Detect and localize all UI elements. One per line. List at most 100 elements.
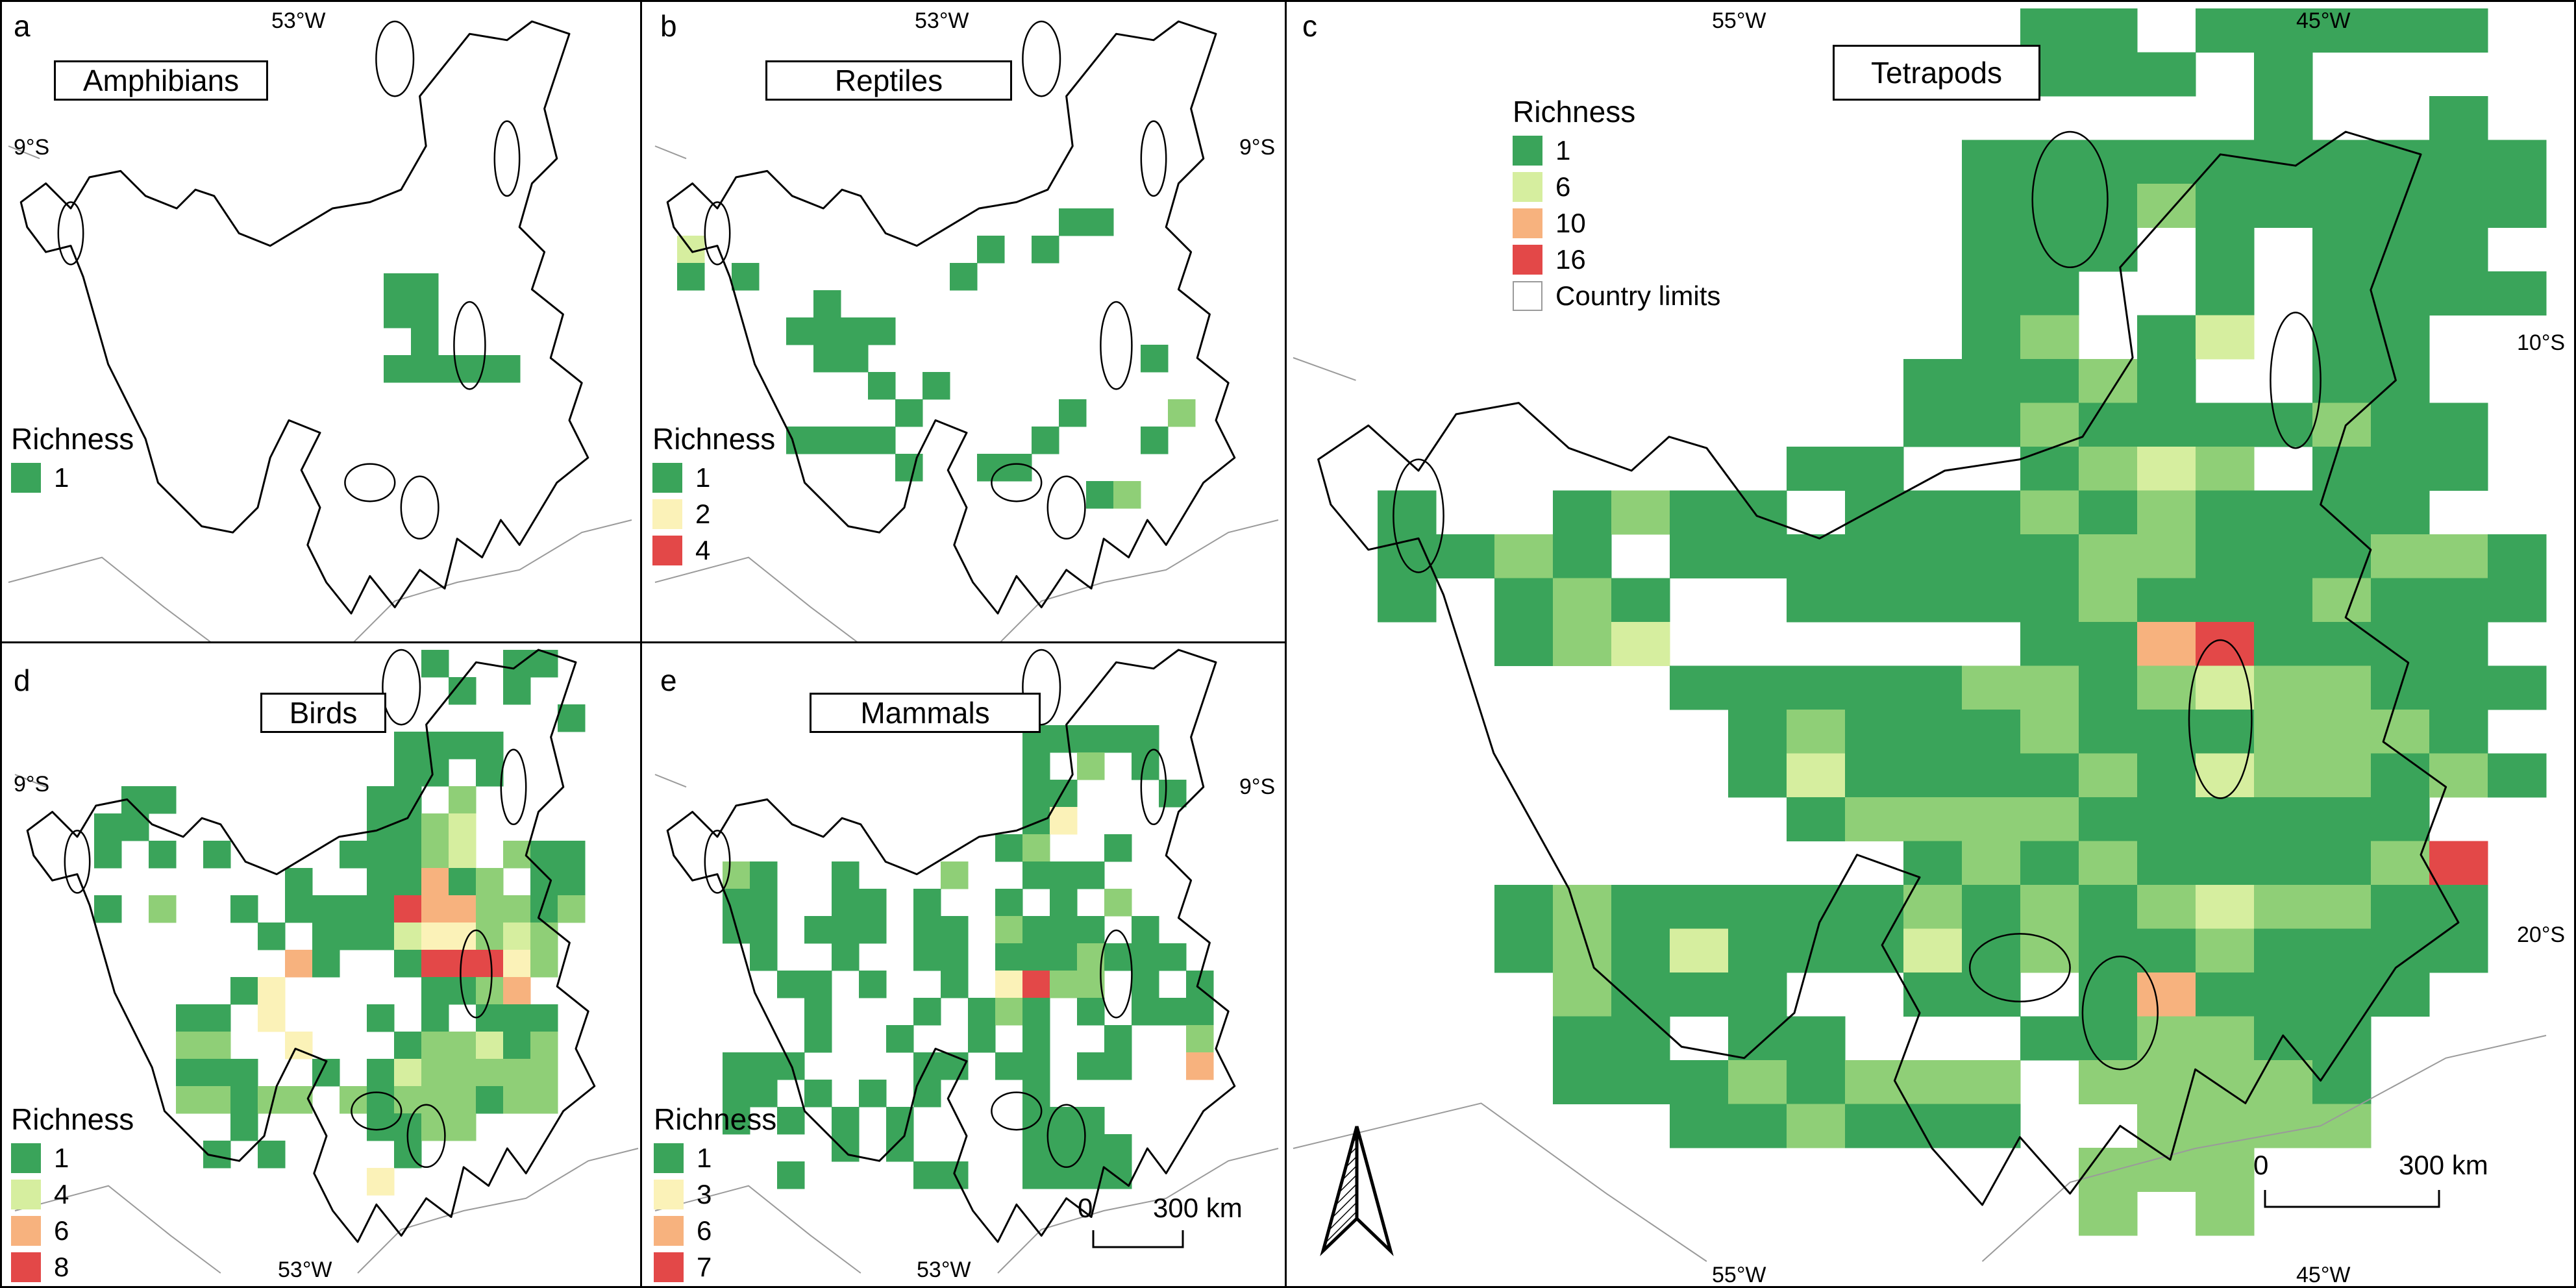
grid-cell xyxy=(832,1107,860,1135)
grid-cell xyxy=(1077,943,1105,971)
latitude-label: 9°S xyxy=(14,772,50,797)
region-outline xyxy=(666,20,1236,615)
grid-cell xyxy=(1494,578,1554,623)
grid-cell xyxy=(94,841,122,869)
longitude-label: 45°W xyxy=(2296,1263,2351,1287)
latitude-label: 20°S xyxy=(2517,923,2566,947)
legend-swatch xyxy=(1513,171,1542,202)
panel-letter: c xyxy=(1302,9,1317,43)
north-arrow-icon xyxy=(1320,1126,1394,1257)
country-border xyxy=(998,519,1279,643)
grid-cell xyxy=(2429,227,2488,272)
legend-item: 7 xyxy=(654,1249,776,1285)
grid-cell xyxy=(530,1004,558,1032)
grid-cell xyxy=(2371,184,2430,228)
legend-swatch xyxy=(654,1252,684,1282)
grid-cell xyxy=(1022,971,1050,998)
grid-cell xyxy=(1962,578,2021,623)
grid-cell xyxy=(2196,885,2255,929)
grid-cell xyxy=(1059,208,1087,236)
grid-cell xyxy=(1962,753,2021,798)
legend-swatch xyxy=(1513,280,1542,311)
grid-cell xyxy=(1132,943,1159,971)
legend-item: 1 xyxy=(11,1140,134,1176)
grid-cell xyxy=(2079,140,2138,184)
inland-water-outline xyxy=(406,1104,446,1169)
grid-cell xyxy=(2020,184,2079,228)
north-arrow xyxy=(1318,1121,1396,1257)
grid-cell xyxy=(2020,402,2079,447)
grid-cell xyxy=(2137,402,2196,447)
richness-grid xyxy=(677,208,1196,509)
richness-grid xyxy=(723,725,1214,1189)
grid-cell xyxy=(476,1059,504,1087)
legend-item: 6 xyxy=(654,1213,776,1249)
grid-cell xyxy=(841,345,869,373)
grid-cell xyxy=(895,399,923,427)
grid-cell xyxy=(2020,490,2079,535)
grid-cell xyxy=(1728,665,1787,710)
country-border xyxy=(1293,357,1356,381)
grid-cell xyxy=(2020,753,2079,798)
grid-cell xyxy=(449,732,477,760)
grid-cell xyxy=(2371,622,2430,666)
scale-zero: 0 xyxy=(2253,1150,2269,1180)
grid-cell xyxy=(2429,753,2488,798)
grid-cell xyxy=(886,1025,914,1053)
panel-mammals: e 9°S 53°W Mammals Richness 1 3 6 7 0 300 km xyxy=(640,641,1289,1288)
grid-cell xyxy=(449,786,477,814)
grid-cell xyxy=(2488,184,2547,228)
grid-cell xyxy=(1159,780,1187,808)
grid-cell xyxy=(1903,753,1963,798)
grid-cell xyxy=(2137,622,2196,666)
grid-cell xyxy=(1611,885,1670,929)
grid-cell xyxy=(868,427,896,454)
grid-cell xyxy=(421,650,449,678)
inland-water-outline xyxy=(1046,1104,1086,1169)
panel-title: Tetrapods xyxy=(1833,45,2040,101)
grid-cell xyxy=(476,1086,504,1114)
grid-cell xyxy=(258,1141,286,1169)
panel-title: Birds xyxy=(260,693,386,733)
inland-water-outline xyxy=(991,1091,1043,1131)
grid-cell xyxy=(394,732,422,760)
grid-cell xyxy=(2312,359,2372,403)
grid-cell xyxy=(421,841,449,869)
grid-cell xyxy=(2371,271,2430,316)
grid-cell xyxy=(2371,578,2430,623)
grid-cell xyxy=(1104,1052,1132,1080)
panel-amphibians: a 53°W 9°S Amphibians Richness 1 xyxy=(0,0,644,645)
grid-cell xyxy=(841,427,869,454)
grid-cell xyxy=(1903,578,1963,623)
inland-water-outline xyxy=(1022,649,1061,726)
grid-cell xyxy=(1022,780,1050,808)
grid-cell xyxy=(2196,490,2255,535)
grid-cell xyxy=(2488,665,2547,710)
grid-cell xyxy=(1159,998,1187,1026)
grid-cell xyxy=(1903,402,1963,447)
grid-cell xyxy=(1050,971,1078,998)
grid-cell xyxy=(2254,578,2313,623)
grid-cell xyxy=(394,868,422,896)
grid-cell xyxy=(2312,928,2372,973)
panel-letter: b xyxy=(660,9,677,43)
grid-cell xyxy=(449,1059,477,1087)
panel-reptiles: b 53°W 9°S Reptiles Richness 1 2 4 xyxy=(640,0,1289,645)
grid-cell xyxy=(2079,841,2138,886)
grid-cell xyxy=(1845,1104,1904,1148)
grid-cell xyxy=(2254,928,2313,973)
country-border xyxy=(8,145,40,160)
grid-cell xyxy=(1032,427,1059,454)
grid-cell xyxy=(1086,481,1114,509)
grid-cell xyxy=(2137,1104,2196,1148)
legend-swatch xyxy=(11,1252,41,1282)
grid-cell xyxy=(1022,834,1050,862)
grid-cell xyxy=(1962,140,2021,184)
legend-label: 4 xyxy=(54,1178,69,1209)
grid-cell xyxy=(149,895,177,923)
grid-cell xyxy=(2371,841,2430,886)
legend-title: Richness xyxy=(11,1102,134,1136)
grid-cell xyxy=(1903,1104,1963,1148)
grid-cell xyxy=(1845,928,1904,973)
grid-cell xyxy=(2254,710,2313,754)
